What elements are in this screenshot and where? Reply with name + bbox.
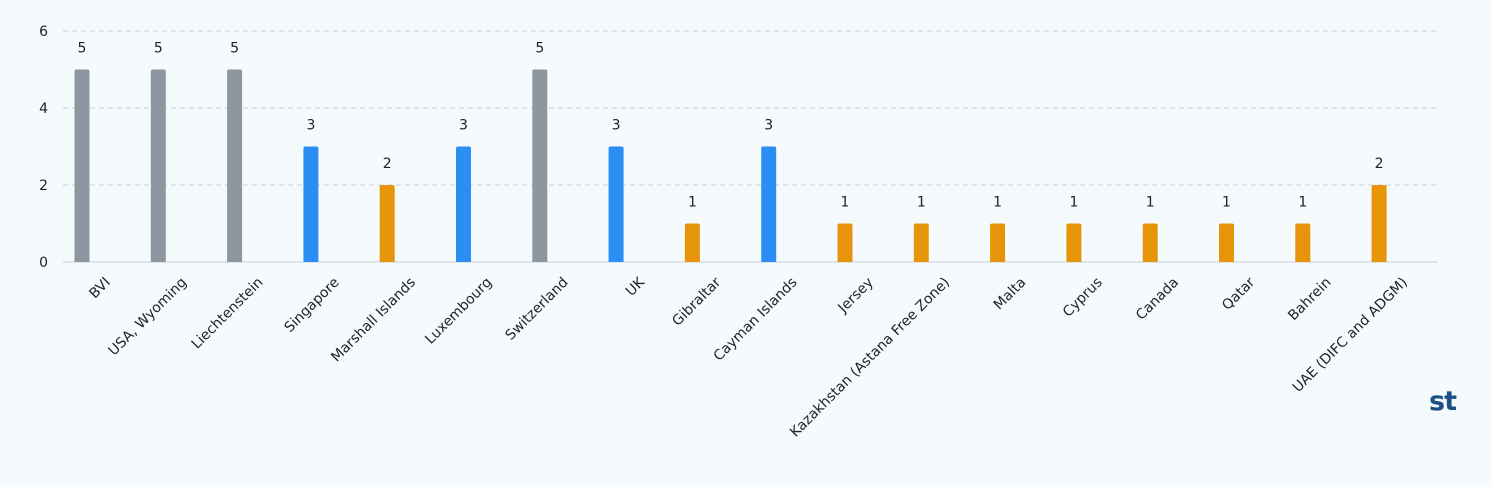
data-label: 1 [688,195,697,211]
bar [1219,223,1234,262]
brand-logo: st [1429,386,1457,417]
data-label: 5 [535,41,544,57]
bar [684,223,700,262]
x-tick-label: Switzerland [503,275,572,344]
x-tick-label: Cayman Islands [711,275,801,365]
data-label: 2 [1375,156,1384,172]
data-label: 5 [78,41,87,57]
bar [1371,185,1387,262]
bar [303,146,319,262]
data-label: 1 [993,195,1002,211]
y-tick-label: 0 [39,255,48,271]
data-label: 3 [612,118,621,134]
x-tick-label: Marshall Islands [328,275,419,366]
bar [532,69,548,262]
data-label: 1 [1146,195,1155,211]
data-labels: 5 5 5 3 2 3 5 3 1 3 1 1 1 1 1 1 1 2 [78,41,1384,211]
data-label: 3 [306,118,315,134]
data-label: 1 [1069,195,1078,211]
data-label: 1 [1298,195,1307,211]
bar [1142,223,1158,262]
x-tick-label: Bahrein [1285,275,1334,324]
data-label: 1 [841,195,850,211]
data-label: 3 [764,118,773,134]
bar [761,146,777,262]
x-tick-label: Gibraltar [669,274,724,329]
x-tick-label: Canada [1133,275,1182,324]
y-tick-label: 2 [39,178,48,194]
data-label: 1 [917,195,926,211]
grid-lines [63,30,1438,263]
x-tick-label: BVI [86,275,113,302]
bar [150,69,166,262]
data-label: 5 [230,41,239,57]
x-tick-label: Qatar [1219,274,1258,313]
bar [1295,223,1311,262]
x-tick-label: UK [623,274,649,300]
x-tick-label: Kazakhstan (Astana Free Zone) [787,275,953,441]
bar [1066,223,1082,262]
bar [227,69,243,262]
bar [456,146,471,262]
bar [379,185,395,262]
x-tick-label: Cyprus [1060,275,1106,321]
bar [913,223,929,262]
bar [74,69,90,262]
y-tick-label: 6 [39,24,48,40]
data-label: 2 [383,156,392,172]
x-tick-label: USA, Wyoming [106,275,191,360]
bar [608,146,624,262]
data-label: 3 [459,118,468,134]
bar [990,223,1006,262]
x-tick-label: Liechtenstein [189,275,267,353]
y-tick-label: 4 [39,101,48,117]
x-tick-label: Malta [991,275,1030,314]
data-label: 1 [1222,195,1231,211]
bar [837,223,853,262]
x-tick-label: Jersey [835,275,877,317]
x-tick-label: Singapore [281,275,342,336]
x-tick-label: Luxembourg [422,275,495,348]
bars [74,69,1387,262]
data-label: 5 [154,41,163,57]
y-axis-ticks: 0 2 4 6 [39,24,48,271]
